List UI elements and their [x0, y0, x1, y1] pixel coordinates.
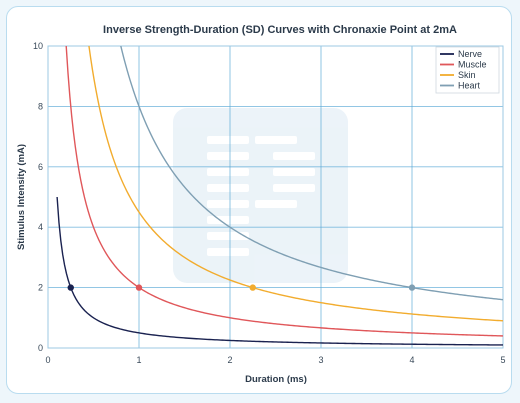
y-axis-label: Stimulus Intensity (mA): [16, 144, 27, 250]
x-tick-label-4: 4: [409, 355, 414, 365]
x-tick-label-1: 1: [136, 355, 141, 365]
chronaxie-point-nerve: [67, 284, 74, 291]
watermark-document-icon: [173, 108, 348, 283]
legend-label-muscle: Muscle: [458, 60, 487, 70]
series-layer: [56, 46, 503, 346]
legend-label-nerve: Nerve: [458, 49, 482, 59]
legend-label-skin: Skin: [458, 70, 476, 80]
y-tick-label-1: 2: [38, 283, 43, 293]
legend-label-heart: Heart: [458, 81, 481, 91]
series-line-nerve: [56, 196, 503, 346]
chart-title: Inverse Strength-Duration (SD) Curves wi…: [103, 24, 457, 36]
chronaxie-point-heart: [408, 284, 416, 291]
y-tick-label-4: 8: [38, 101, 43, 111]
y-tick-label-0: 0: [38, 343, 43, 353]
x-tick-label-2: 2: [227, 355, 232, 365]
chronaxie-point-muscle: [135, 284, 143, 291]
x-tick-label-3: 3: [318, 355, 323, 365]
plot-frame: [47, 45, 504, 349]
series-line-skin: [88, 46, 503, 322]
x-axis-label: Duration (ms): [245, 374, 307, 385]
y-tick-label-5: 10: [33, 41, 43, 51]
series-line-heart: [120, 46, 503, 301]
chronaxie-point-skin: [249, 284, 256, 291]
plot-border: [47, 45, 504, 349]
x-tick-label-5: 5: [500, 355, 505, 365]
y-tick-label-3: 6: [38, 162, 43, 172]
y-tick-label-2: 4: [38, 222, 43, 232]
x-tick-label-0: 0: [45, 355, 50, 365]
tick-labels: 0 1 2 3 4 5 0 2 4 6 8 10: [33, 41, 506, 365]
chart-card: [6, 6, 512, 394]
